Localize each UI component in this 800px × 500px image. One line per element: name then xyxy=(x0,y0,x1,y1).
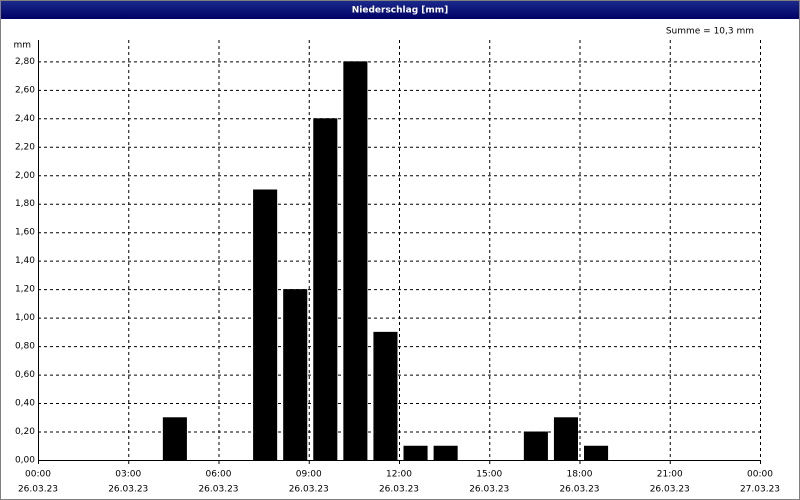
annotation: Summe = 10,3 mm xyxy=(666,27,754,37)
bar xyxy=(343,61,368,461)
bar xyxy=(553,417,578,460)
bar xyxy=(162,417,187,460)
x-tick-label: 21:00 xyxy=(657,470,683,480)
y-tick-label: 2,60 xyxy=(15,85,35,95)
bar xyxy=(403,445,428,460)
y-tick-label: 2,40 xyxy=(15,114,35,124)
x-tick-label: 00:00 xyxy=(747,470,773,480)
y-tick-label: 0,00 xyxy=(15,456,35,466)
x-tick-label: 09:00 xyxy=(296,470,322,480)
x-tick-label: 00:00 xyxy=(25,470,51,480)
x-tick-label: 15:00 xyxy=(476,470,502,480)
bar xyxy=(283,289,308,460)
bar xyxy=(584,445,609,460)
x-tick-label: 18:00 xyxy=(567,470,593,480)
y-unit: mm xyxy=(13,41,31,51)
x-tick-label: 06:00 xyxy=(206,470,232,480)
y-tick-label: 1,20 xyxy=(15,285,35,295)
bar xyxy=(313,118,338,460)
x-tick-date: 26.03.23 xyxy=(198,485,238,495)
y-tick-label: 0,20 xyxy=(15,427,35,437)
y-tick-label: 2,20 xyxy=(15,142,35,152)
y-tick-label: 0,80 xyxy=(15,342,35,352)
x-tick-date: 26.03.23 xyxy=(108,485,148,495)
x-tick-date: 26.03.23 xyxy=(469,485,509,495)
x-tick-label: 12:00 xyxy=(386,470,412,480)
chart-title: Niederschlag [mm] xyxy=(352,6,449,16)
x-tick-date: 26.03.23 xyxy=(379,485,419,495)
y-tick-label: 0,40 xyxy=(15,399,35,409)
x-tick-date: 26.03.23 xyxy=(650,485,690,495)
y-tick-label: 1,60 xyxy=(15,228,35,238)
x-tick-date: 26.03.23 xyxy=(559,485,599,495)
bar xyxy=(433,445,458,460)
x-tick-label: 03:00 xyxy=(115,470,141,480)
bar xyxy=(253,189,278,461)
y-tick-label: 1,00 xyxy=(15,313,35,323)
title-bar xyxy=(1,1,799,19)
y-tick-label: 2,00 xyxy=(15,171,35,181)
x-tick-date: 26.03.23 xyxy=(18,485,58,495)
x-tick-date: 27.03.23 xyxy=(740,485,780,495)
y-tick-label: 2,80 xyxy=(15,57,35,67)
y-tick-label: 1,80 xyxy=(15,199,35,209)
bar xyxy=(523,431,548,460)
bar xyxy=(373,331,398,460)
y-tick-label: 0,60 xyxy=(15,370,35,380)
x-tick-date: 26.03.23 xyxy=(289,485,329,495)
y-tick-label: 1,40 xyxy=(15,256,35,266)
